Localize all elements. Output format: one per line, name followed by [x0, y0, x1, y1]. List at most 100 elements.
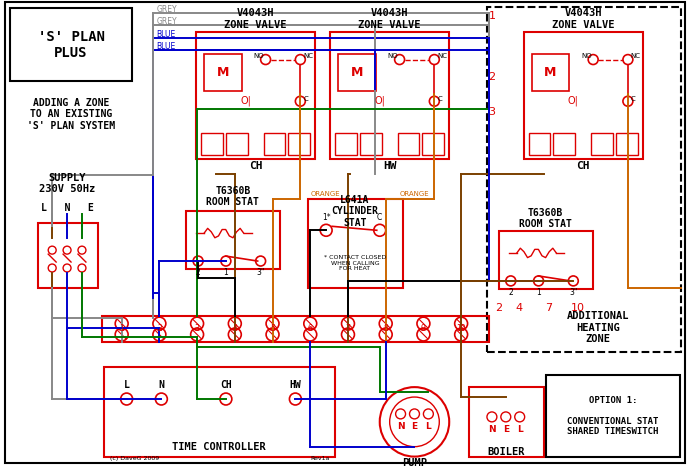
Text: T6360B
ROOM STAT: T6360B ROOM STAT [519, 208, 572, 229]
Bar [360, 133, 382, 155]
Text: L: L [517, 425, 522, 434]
Text: ORANGE: ORANGE [400, 190, 429, 197]
Text: 2: 2 [509, 288, 513, 297]
Bar [397, 133, 420, 155]
Text: NC: NC [437, 52, 447, 58]
Text: O|: O| [374, 96, 385, 107]
Text: OPTION 1:

CONVENTIONAL STAT
SHARED TIMESWITCH: OPTION 1: CONVENTIONAL STAT SHARED TIMES… [567, 396, 659, 436]
Text: HW: HW [290, 380, 302, 390]
Text: 10: 10 [571, 303, 585, 313]
Text: 4: 4 [233, 324, 237, 333]
Bar [196, 32, 315, 159]
Text: BLUE: BLUE [157, 42, 176, 51]
Text: NC: NC [304, 52, 313, 58]
Text: 3": 3" [569, 288, 578, 297]
Text: 3: 3 [489, 107, 495, 117]
Text: T6360B
ROOM STAT: T6360B ROOM STAT [206, 186, 259, 207]
Text: 'S' PLAN
PLUS: 'S' PLAN PLUS [37, 29, 105, 60]
Bar [529, 133, 551, 155]
Text: N: N [488, 425, 495, 434]
Bar [330, 32, 449, 159]
Bar [499, 231, 593, 289]
Bar [546, 375, 680, 457]
Text: 5: 5 [270, 324, 275, 333]
Bar [264, 133, 286, 155]
Text: M: M [544, 66, 557, 79]
Text: E: E [411, 422, 417, 431]
Text: C: C [304, 96, 308, 102]
Text: BLUE: BLUE [157, 30, 176, 39]
Text: L: L [124, 380, 130, 390]
Text: 8: 8 [384, 324, 388, 333]
Bar [553, 133, 575, 155]
Bar [104, 367, 335, 457]
Text: BOILER: BOILER [487, 446, 524, 457]
Text: C: C [631, 96, 635, 102]
Text: N: N [159, 380, 164, 390]
Text: NO: NO [254, 52, 264, 58]
Text: TIME CONTROLLER: TIME CONTROLLER [172, 442, 266, 452]
Text: 1: 1 [489, 11, 495, 21]
Text: GREY: GREY [157, 17, 177, 26]
Text: C: C [437, 96, 442, 102]
Text: V4043H
ZONE VALVE: V4043H ZONE VALVE [552, 8, 615, 29]
Text: HW: HW [383, 161, 397, 171]
Text: 7: 7 [346, 324, 351, 333]
Text: C: C [377, 213, 382, 222]
Text: 7: 7 [545, 303, 552, 313]
Bar [226, 133, 248, 155]
Text: 2: 2 [495, 303, 502, 313]
Text: M: M [217, 66, 229, 79]
Bar [204, 54, 241, 91]
Text: ADDITIONAL
HEATING
ZONE: ADDITIONAL HEATING ZONE [567, 311, 629, 344]
Bar [10, 8, 132, 81]
Text: GREY: GREY [157, 6, 177, 15]
Text: CH: CH [220, 380, 232, 390]
Bar [616, 133, 638, 155]
Text: 2: 2 [489, 73, 495, 82]
Text: O|: O| [240, 96, 251, 107]
Text: 1: 1 [119, 324, 124, 333]
Text: L641A
CYLINDER
STAT: L641A CYLINDER STAT [331, 195, 378, 228]
Bar [335, 133, 357, 155]
Text: SUPPLY
230V 50Hz: SUPPLY 230V 50Hz [39, 173, 95, 194]
Bar [487, 7, 682, 352]
Bar [38, 223, 98, 288]
Text: CH: CH [576, 161, 590, 171]
Text: 1: 1 [224, 268, 228, 277]
Bar [288, 133, 311, 155]
Bar [338, 54, 376, 91]
Text: 9: 9 [421, 324, 426, 333]
Text: 10: 10 [456, 324, 466, 333]
Bar [201, 133, 223, 155]
Text: 1: 1 [536, 288, 541, 297]
Text: ORANGE: ORANGE [310, 190, 340, 197]
Bar [469, 387, 544, 457]
Bar [531, 54, 569, 91]
Text: 1*: 1* [322, 213, 331, 222]
Text: 3: 3 [195, 324, 199, 333]
Text: 4: 4 [515, 303, 522, 313]
Text: NC: NC [631, 52, 641, 58]
Text: NO: NO [581, 52, 592, 58]
Bar [102, 315, 489, 343]
Bar [591, 133, 613, 155]
Text: L: L [426, 422, 431, 431]
Text: ADDING A ZONE
TO AN EXISTING
'S' PLAN SYSTEM: ADDING A ZONE TO AN EXISTING 'S' PLAN SY… [27, 97, 115, 131]
Text: 6: 6 [308, 324, 313, 333]
Bar [524, 32, 643, 159]
Text: (c) DaveG 2009: (c) DaveG 2009 [110, 456, 159, 461]
Text: O|: O| [568, 96, 579, 107]
Text: 3": 3" [257, 268, 265, 277]
Bar [422, 133, 444, 155]
Text: * CONTACT CLOSED
WHEN CALLING
FOR HEAT: * CONTACT CLOSED WHEN CALLING FOR HEAT [324, 255, 386, 271]
Text: 2: 2 [196, 268, 201, 277]
Text: E: E [503, 425, 509, 434]
Text: CH: CH [249, 161, 262, 171]
Bar [186, 212, 280, 269]
Text: V4043H
ZONE VALVE: V4043H ZONE VALVE [358, 8, 421, 29]
Text: NO: NO [388, 52, 398, 58]
Bar [308, 198, 402, 288]
Text: L   N   E: L N E [41, 204, 94, 213]
Text: 2: 2 [157, 324, 161, 333]
